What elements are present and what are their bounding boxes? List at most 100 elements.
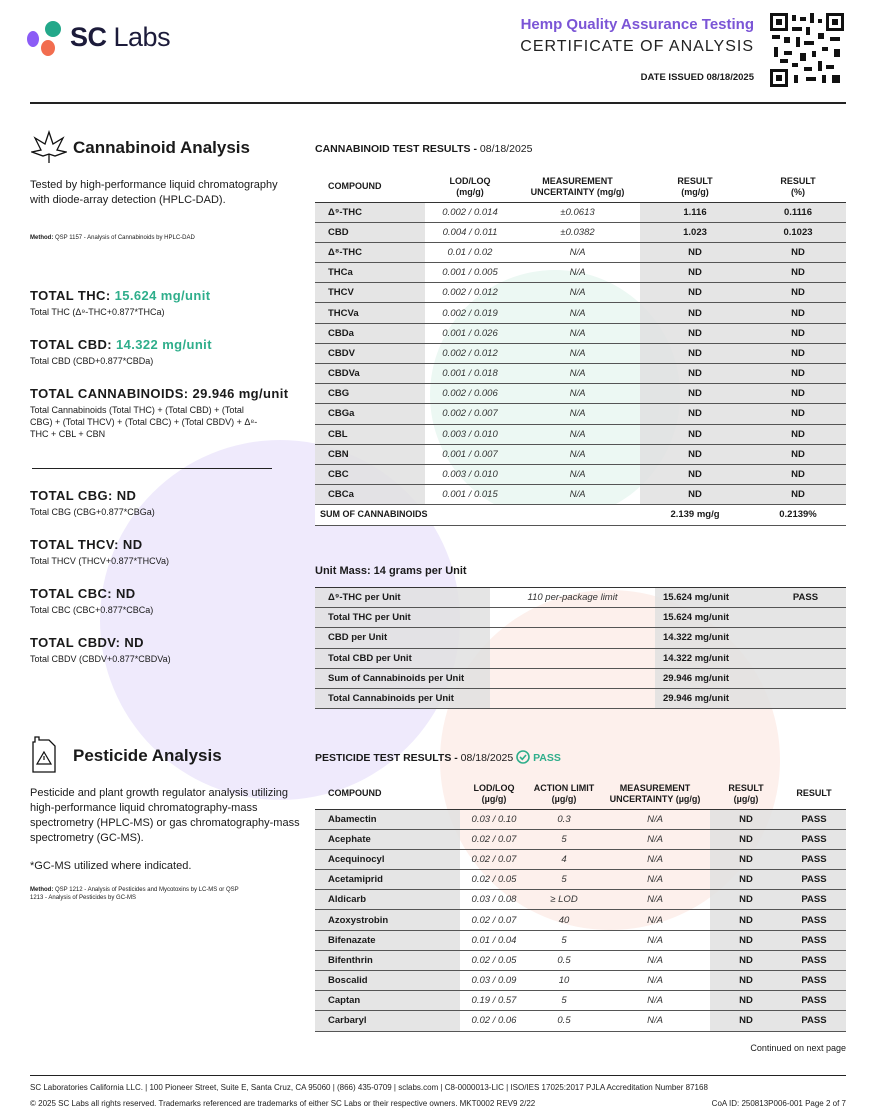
pesticide-section-title: Pesticide Analysis [73, 746, 222, 765]
table-cell: ND [710, 849, 782, 871]
table-row: Acequinocyl 0.02 / 0.07 4 N/A ND PASS [315, 849, 846, 871]
table-cell: CBC [315, 464, 425, 486]
table-cell: ND [710, 909, 782, 931]
table-cell: 0.002 / 0.019 [425, 302, 515, 324]
table-cell: N/A [515, 262, 640, 284]
table-cell: CBDa [315, 323, 425, 344]
table-cell: N/A [600, 889, 710, 911]
table-cell: N/A [600, 809, 710, 830]
table-cell: PASS [782, 950, 846, 972]
column-header: RESULT (mg/g) [640, 172, 750, 203]
table-cell: 0.002 / 0.007 [425, 403, 515, 425]
table-cell: PASS [782, 849, 846, 871]
table-cell [765, 688, 846, 710]
table-cell: 0.003 / 0.010 [425, 464, 515, 486]
table-cell: CBG [315, 383, 425, 405]
table-cell: N/A [515, 282, 640, 304]
table-cell: Acephate [315, 829, 460, 850]
table-row: CBDa 0.001 / 0.026 N/A ND ND [315, 323, 846, 344]
total-thcv-formula: Total THCV (THCV+0.877*THCVa) [30, 556, 169, 566]
table-cell: ND [750, 282, 846, 304]
logo-text: SC Labs [70, 22, 171, 52]
table-row: CBD per Unit 14.322 mg/unit [315, 627, 846, 649]
table-cell: Δ⁹-THC per Unit [315, 587, 490, 609]
column-header: RESULT [782, 779, 846, 810]
table-cell: 29.946 mg/unit [655, 688, 765, 710]
table-cell: PASS [782, 909, 846, 931]
cannabinoid-results-title: CANNABINOID TEST RESULTS - 08/18/2025 [315, 143, 532, 155]
results-date: 08/18/2025 [479, 143, 533, 155]
table-cell: PASS [765, 587, 846, 609]
table-cell: ND [640, 403, 750, 425]
table-row: CBL 0.003 / 0.010 N/A ND ND [315, 424, 846, 445]
table-cell: PASS [782, 889, 846, 911]
table-cell: ND [750, 484, 846, 506]
table-cell: N/A [600, 1010, 710, 1032]
column-header: ACTION LIMIT (µg/g) [528, 779, 600, 810]
table-cell: N/A [600, 990, 710, 1012]
pesticide-method: Method: QSP 1212 - Analysis of Pesticide… [30, 886, 245, 902]
table-cell: CBN [315, 444, 425, 465]
table-cell: 0.1023 [750, 222, 846, 243]
column-header: RESULT (%) [750, 172, 846, 203]
table-cell: PASS [782, 869, 846, 891]
table-cell: ND [710, 990, 782, 1012]
table-cell: 0.001 / 0.018 [425, 363, 515, 385]
table-cell [490, 648, 655, 669]
table-row: THCa 0.001 / 0.005 N/A ND ND [315, 262, 846, 284]
table-cell: CBL [315, 424, 425, 445]
table-row: Abamectin 0.03 / 0.10 0.3 N/A ND PASS [315, 809, 846, 830]
table-cell: ±0.0382 [515, 222, 640, 243]
table-cell: ND [710, 829, 782, 850]
pesticide-description: Pesticide and plant growth regulator ana… [30, 787, 300, 844]
total-cbd-formula: Total CBD (CBD+0.877*CBDa) [30, 356, 154, 366]
total-cbd-block: TOTAL CBD: 14.322 mg/unit Total CBD (CBD… [30, 337, 310, 367]
table-cell [765, 648, 846, 669]
table-cell: PASS [782, 829, 846, 850]
table-cell: PASS [782, 990, 846, 1012]
qr-code-icon[interactable] [770, 13, 844, 87]
table-cell: 1.023 [640, 222, 750, 243]
table-cell: ND [750, 343, 846, 365]
table-cell: N/A [515, 444, 640, 465]
table-row: Azoxystrobin 0.02 / 0.07 40 N/A ND PASS [315, 909, 846, 931]
table-cell: 0.001 / 0.026 [425, 323, 515, 344]
pesticide-results-table: COMPOUND LOD/LOQ (µg/g) ACTION LIMIT (µg/g… [315, 779, 846, 1032]
table-row: CBD 0.004 / 0.011 ±0.0382 1.023 0.1023 [315, 222, 846, 243]
table-cell: ND [710, 1010, 782, 1032]
table-row: Carbaryl 0.02 / 0.06 0.5 N/A ND PASS [315, 1010, 846, 1032]
table-cell: Δ⁸-THC [315, 242, 425, 264]
table-row: CBDV 0.002 / 0.012 N/A ND ND [315, 343, 846, 365]
table-cell: CBD [315, 222, 425, 243]
table-cell: 0.3 [528, 809, 600, 830]
total-cbc-block: TOTAL CBC: ND Total CBC (CBC+0.877*CBCa) [30, 586, 153, 616]
table-cell [765, 668, 846, 689]
table-cell: 4 [528, 849, 600, 871]
pesticide-note: *GC-MS utilized where indicated. [30, 860, 192, 872]
header-subtitle: Hemp Quality Assurance Testing [520, 16, 754, 33]
table-cell: PASS [782, 1010, 846, 1032]
total-cbdv-block: TOTAL CBDV: ND Total CBDV (CBDV+0.877*CBD… [30, 635, 171, 665]
table-cell: ND [750, 444, 846, 465]
table-cell: 0.002 / 0.012 [425, 343, 515, 365]
table-cell: N/A [600, 869, 710, 891]
total-cbdv-value: TOTAL CBDV: ND [30, 635, 144, 650]
table-cell: ND [750, 403, 846, 425]
total-thcv-value: TOTAL THCV: ND [30, 537, 143, 552]
total-thcv-block: TOTAL THCV: ND Total THCV (THCV+0.877*THC… [30, 537, 169, 567]
table-cell: N/A [600, 909, 710, 931]
table-cell: 0.001 / 0.007 [425, 444, 515, 465]
method-label: Method: [30, 235, 54, 241]
table-cell: 110 per-package limit [490, 587, 655, 609]
table-row: Bifenthrin 0.02 / 0.05 0.5 N/A ND PASS [315, 950, 846, 972]
total-cannabinoids-block: TOTAL CANNABINOIDS: 29.946 mg/unit Total… [30, 386, 305, 440]
table-cell: ND [750, 323, 846, 344]
cannabis-leaf-icon [31, 130, 67, 163]
table-row: CBG 0.002 / 0.006 N/A ND ND [315, 383, 846, 405]
column-header: MEASUREMENT UNCERTAINTY (µg/g) [600, 779, 710, 810]
table-cell: 29.946 mg/unit [655, 668, 765, 689]
footer-divider [30, 1075, 846, 1076]
table-cell: ND [640, 383, 750, 405]
total-cbc-formula: Total CBC (CBC+0.877*CBCa) [30, 605, 154, 615]
table-row: CBGa 0.002 / 0.007 N/A ND ND [315, 403, 846, 425]
